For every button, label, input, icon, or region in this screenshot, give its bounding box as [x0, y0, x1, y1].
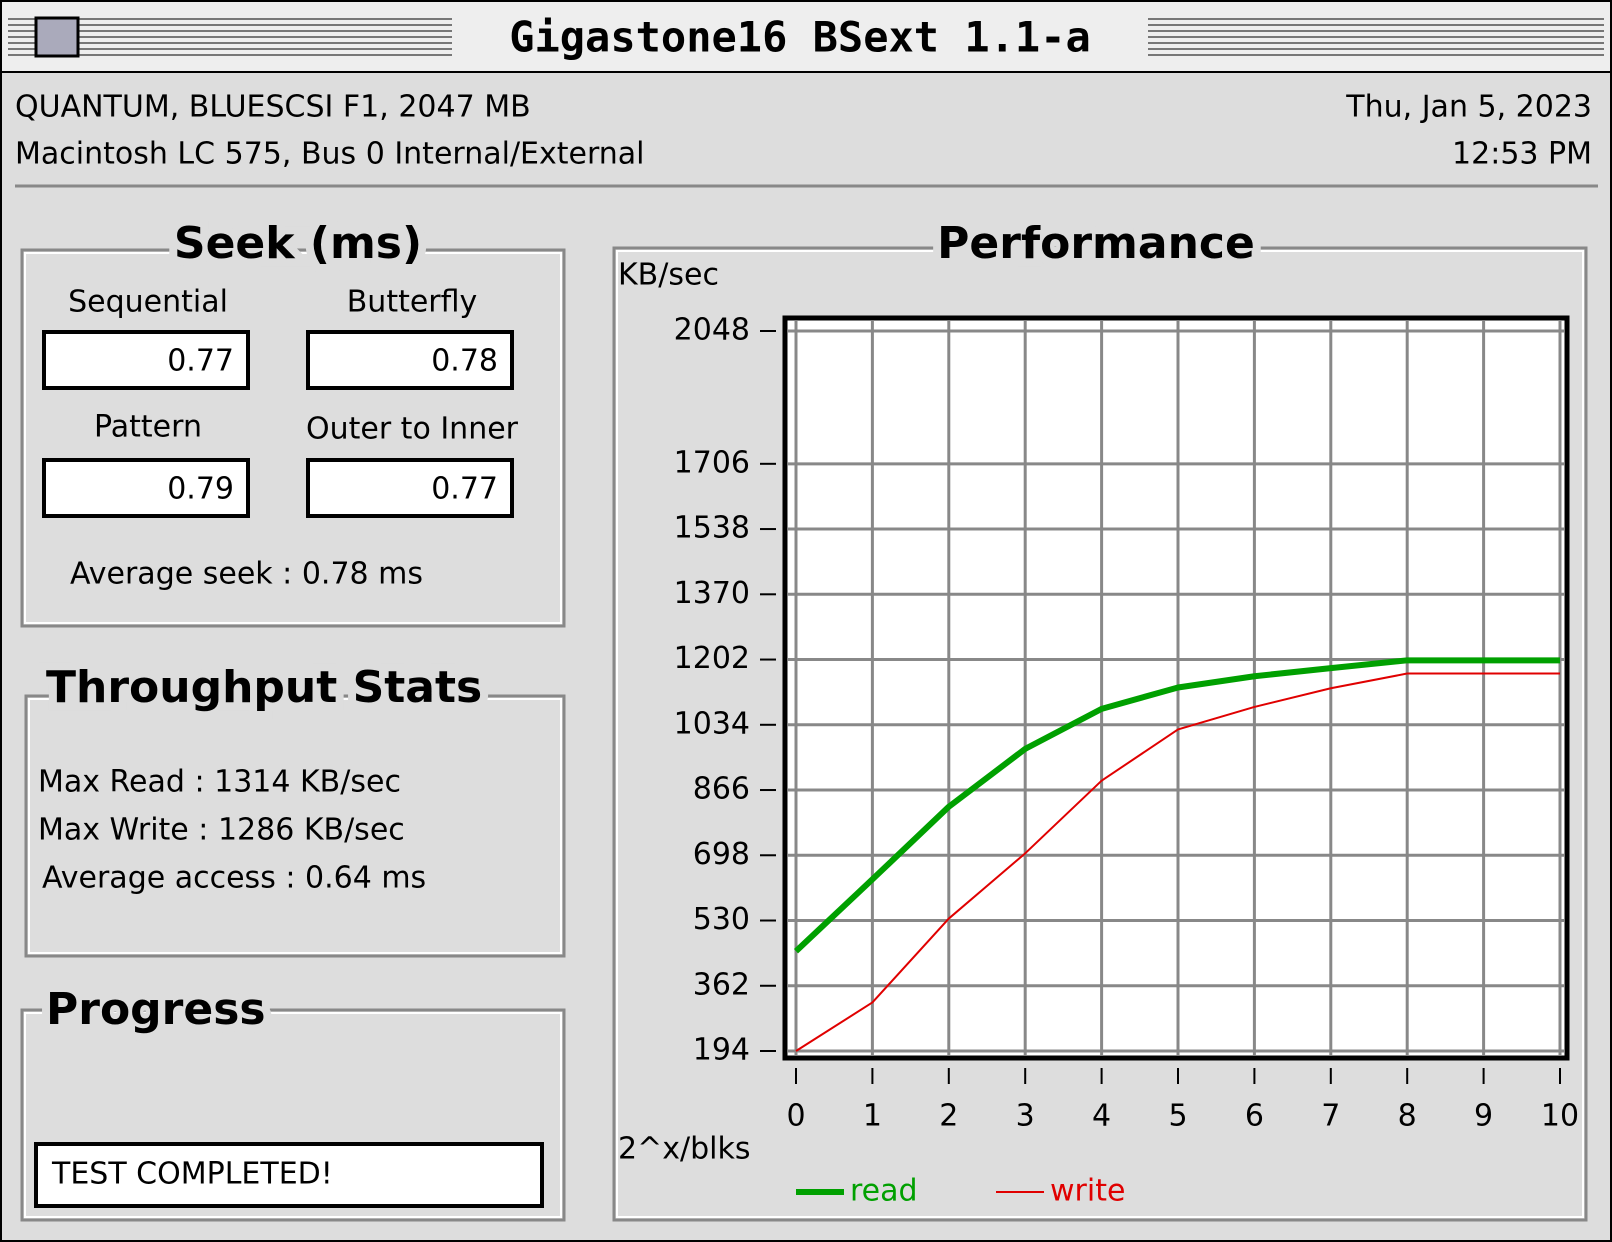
x-tick-label: 7: [1321, 1099, 1340, 1134]
x-tick-label: 3: [1016, 1099, 1035, 1134]
x-axis-label: 2^x/blks: [618, 1132, 750, 1167]
y-tick-label: 698: [693, 837, 750, 872]
seek-value: 0.77: [167, 344, 234, 379]
seek-label: Butterfly: [347, 285, 478, 320]
drive-info: QUANTUM, BLUESCSI F1, 2047 MB: [15, 90, 531, 125]
status-field: [34, 1142, 544, 1208]
seek-field: [42, 458, 250, 518]
window-title: Gigastone16 BSext 1.1-a: [509, 13, 1091, 62]
time: 12:53 PM: [1452, 137, 1592, 172]
chart-title: Performance: [937, 218, 1255, 269]
throughput-line: Max Read : 1314 KB/sec: [38, 765, 401, 800]
seek-frame: [20, 248, 566, 628]
x-tick-label: 1: [863, 1099, 882, 1134]
throughput-frame: [24, 694, 566, 958]
throughput-line: Max Write : 1286 KB/sec: [38, 813, 405, 848]
title-stripes: [1148, 16, 1604, 58]
x-tick-label: 10: [1541, 1099, 1579, 1134]
legend-label: write: [1050, 1174, 1125, 1209]
x-tick-label: 5: [1168, 1099, 1187, 1134]
y-tick-label: 866: [693, 772, 750, 807]
seek-frame: [24, 252, 562, 624]
throughput-title: Throughput Stats: [46, 662, 482, 713]
date: Thu, Jan 5, 2023: [1345, 90, 1592, 125]
status-text: TEST COMPLETED!: [51, 1157, 333, 1192]
y-tick-label: 362: [693, 967, 750, 1002]
machine-info: Macintosh LC 575, Bus 0 Internal/Externa…: [15, 137, 645, 172]
x-tick-label: 0: [786, 1099, 805, 1134]
close-box[interactable]: [34, 16, 80, 58]
seek-field: [42, 330, 250, 390]
title-stripes: [8, 16, 452, 58]
seek-label: Sequential: [68, 285, 228, 320]
y-axis-label: KB/sec: [618, 258, 719, 293]
seek-label: Outer to Inner: [306, 412, 519, 447]
seek-fields: Sequential 0.77 Butterfly 0.78 Pattern 0.79 Ou…: [42, 285, 519, 518]
seek-title: Seek (ms): [174, 218, 422, 269]
y-tick-label: 1538: [674, 511, 750, 546]
seek-value: 0.77: [431, 472, 498, 507]
progress-frame: [24, 1012, 562, 1218]
y-tick-label: 1034: [674, 706, 750, 741]
y-tick-label: 530: [693, 902, 750, 937]
x-tick-label: 2: [939, 1099, 958, 1134]
average-seek: Average seek : 0.78 ms: [70, 557, 423, 592]
y-tick-label: 194: [693, 1033, 750, 1068]
data-line: [793, 657, 1560, 954]
legend-label: read: [850, 1174, 918, 1209]
throughput-line: Average access : 0.64 ms: [42, 861, 426, 896]
seek-value: 0.78: [431, 344, 498, 379]
x-tick-label: 4: [1092, 1099, 1111, 1134]
data-line: [795, 672, 1560, 1052]
progress-frame: [20, 1008, 566, 1222]
seek-value: 0.79: [167, 472, 234, 507]
performance-frame: [616, 250, 1584, 1218]
x-tick-label: 6: [1245, 1099, 1264, 1134]
chart: 1943625306988661034120213701538170620480…: [674, 313, 1579, 1209]
x-tick-label: 9: [1474, 1099, 1493, 1134]
performance-frame: [612, 246, 1588, 1222]
x-tick-label: 8: [1398, 1099, 1417, 1134]
y-tick-label: 1706: [674, 445, 750, 480]
seek-field: [306, 458, 514, 518]
y-tick-label: 1370: [674, 576, 750, 611]
seek-label: Pattern: [94, 410, 202, 445]
y-tick-label: 1202: [674, 641, 750, 676]
y-tick-label: 2048: [674, 313, 750, 348]
progress-title: Progress: [46, 984, 266, 1035]
seek-field: [306, 330, 514, 390]
throughput-frame: [28, 698, 562, 954]
